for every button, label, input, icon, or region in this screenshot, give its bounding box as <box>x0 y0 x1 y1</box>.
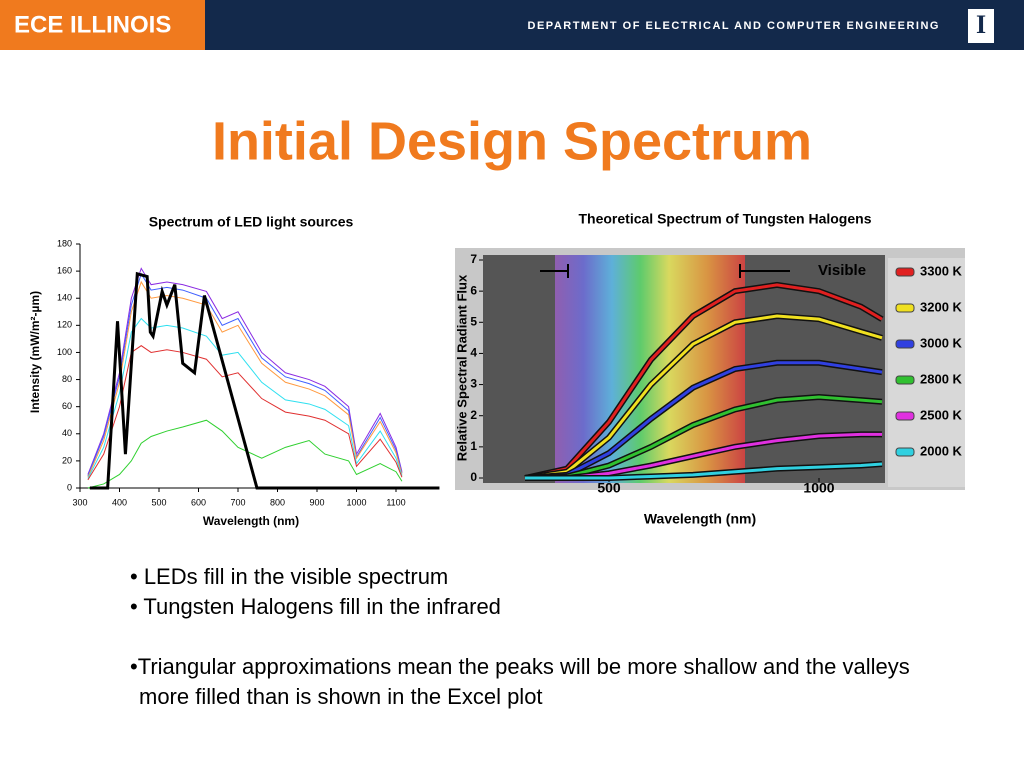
chart-title: Theoretical Spectrum of Tungsten Halogen… <box>578 211 871 227</box>
approximation-line <box>89 271 440 490</box>
x-tick-label: 400 <box>112 497 127 507</box>
y-tick-label: 20 <box>62 455 72 465</box>
legend-swatch <box>895 303 915 313</box>
x-tick-label: 900 <box>309 497 324 507</box>
legend-swatch <box>895 447 915 457</box>
chart-title: Spectrum of LED light sources <box>149 214 354 230</box>
y-tick-label: 40 <box>62 428 72 438</box>
legend-label: 2000 K <box>920 443 963 458</box>
series-line <box>87 419 403 489</box>
legend-label: 2800 K <box>920 371 963 386</box>
axes <box>79 244 436 489</box>
bullet-list: • LEDs fill in the visible spectrum • Tu… <box>130 562 960 712</box>
y-tick-label: 5 <box>470 314 477 328</box>
x-tick-label: 1000 <box>346 497 366 507</box>
bullet: •Triangular approximations mean the peak… <box>130 654 910 709</box>
logo-box <box>968 9 994 43</box>
x-axis-label: Wavelength (nm) <box>644 511 756 527</box>
legend-label: 3000 K <box>920 335 963 350</box>
series-line <box>524 314 883 480</box>
y-tick-label: 3 <box>470 377 477 391</box>
x-tick-label: 600 <box>191 497 206 507</box>
x-tick-label: 800 <box>270 497 285 507</box>
y-tick-label: 80 <box>62 374 72 384</box>
y-tick-label: 60 <box>62 401 72 411</box>
x-tick-label: 1100 <box>386 497 405 507</box>
brand: ECE ILLINOIS <box>14 11 171 38</box>
series-line <box>524 283 883 480</box>
x-tick-label: 500 <box>597 480 621 496</box>
logo: I <box>976 10 986 39</box>
series-line <box>524 361 883 480</box>
legend-label: 2500 K <box>920 407 963 422</box>
x-axis-label: Wavelength (nm) <box>203 514 299 528</box>
x-tick-label: 700 <box>230 497 245 507</box>
visible-arrows <box>540 264 790 278</box>
legend-swatch <box>895 267 915 277</box>
x-tick-label: 300 <box>72 497 87 507</box>
legend-label: 3300 K <box>920 263 963 278</box>
series-line <box>524 395 883 480</box>
y-tick-label: 1 <box>470 439 477 453</box>
series-group <box>524 281 884 481</box>
y-tick-label: 7 <box>470 252 477 266</box>
y-tick-label: 4 <box>470 346 477 360</box>
legend-label: 3200 K <box>920 299 963 314</box>
y-tick-label: 6 <box>470 283 477 297</box>
y-tick-label: 0 <box>470 470 477 484</box>
x-tick-label: 1000 <box>803 480 834 496</box>
bullet: • Tungsten Halogens fill in the infrared <box>130 594 501 619</box>
annotation: Visible <box>818 262 866 279</box>
legend-swatch <box>895 411 915 421</box>
y-tick-label: 0 <box>67 482 72 492</box>
y-tick-label: 140 <box>57 293 72 303</box>
y-axis-label: Relative Spectral Radiant Flux <box>454 274 469 461</box>
y-tick-label: 2 <box>470 408 477 422</box>
y-tick-label: 180 <box>57 238 72 248</box>
y-tick-label: 100 <box>57 347 72 357</box>
y-axis-label: Intensity (mW/m²-µm) <box>28 291 42 413</box>
department: DEPARTMENT OF ELECTRICAL AND COMPUTER EN… <box>528 20 940 32</box>
series-line <box>87 345 403 481</box>
series-line <box>525 462 883 480</box>
series-line <box>87 280 403 478</box>
y-tick-label: 160 <box>57 265 72 275</box>
y-tick-label: 120 <box>57 320 72 330</box>
legend-swatch <box>895 375 915 385</box>
slide-title: Initial Design Spectrum <box>212 111 812 171</box>
legend-swatch <box>895 339 915 349</box>
bullet: • LEDs fill in the visible spectrum <box>130 564 449 589</box>
brand-box <box>0 0 205 50</box>
x-tick-label: 500 <box>151 497 166 507</box>
